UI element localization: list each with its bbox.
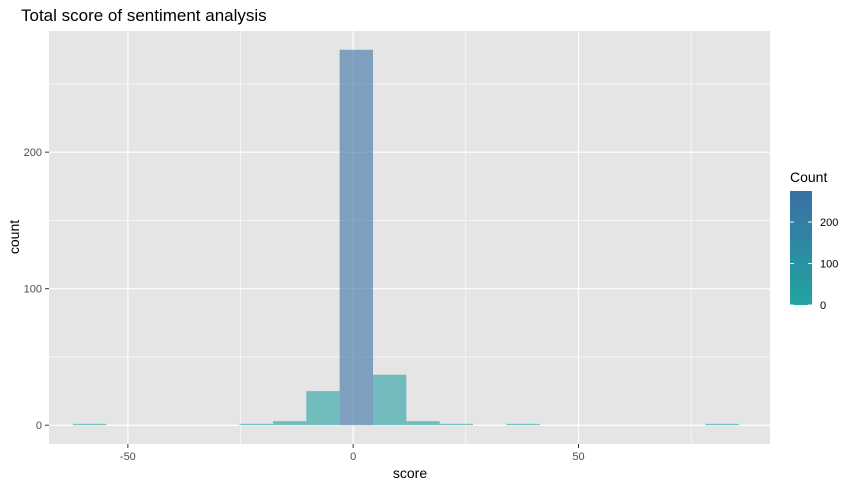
x-tick-label-1: 0 — [350, 451, 356, 463]
legend-label-2: 200 — [820, 217, 838, 229]
x-tick-label-0: -50 — [120, 451, 136, 463]
bar-1 — [239, 423, 273, 426]
legend: Count 0 100 200 — [790, 169, 838, 312]
bar-5 — [372, 374, 407, 426]
bar-9 — [705, 423, 739, 426]
x-axis-title: score — [393, 465, 427, 481]
y-tick-label-0: 0 — [36, 420, 42, 432]
chart-title: Total score of sentiment analysis — [21, 6, 267, 25]
plot-panel — [49, 31, 770, 444]
bar-7 — [439, 423, 474, 426]
bar-8 — [506, 423, 540, 426]
x-tick-label-2: 50 — [572, 451, 584, 463]
legend-ticks: 0 100 200 — [790, 217, 838, 312]
y-axis: 0 100 200 — [24, 147, 49, 432]
bar-3 — [306, 391, 340, 426]
legend-label-1: 100 — [820, 259, 838, 271]
y-tick-label-2: 200 — [24, 147, 42, 159]
grid-minor — [14, 31, 770, 444]
y-axis-title: count — [6, 220, 22, 254]
legend-title: Count — [790, 169, 827, 185]
bar-2 — [272, 421, 307, 426]
y-tick-label-1: 100 — [24, 284, 42, 296]
bar-0 — [72, 423, 107, 426]
bar-4 — [339, 49, 373, 426]
legend-label-0: 0 — [820, 300, 826, 312]
bar-6 — [406, 421, 440, 426]
bars — [72, 49, 739, 426]
x-axis: -50 0 50 — [120, 444, 585, 463]
legend-colorbar — [790, 191, 812, 305]
